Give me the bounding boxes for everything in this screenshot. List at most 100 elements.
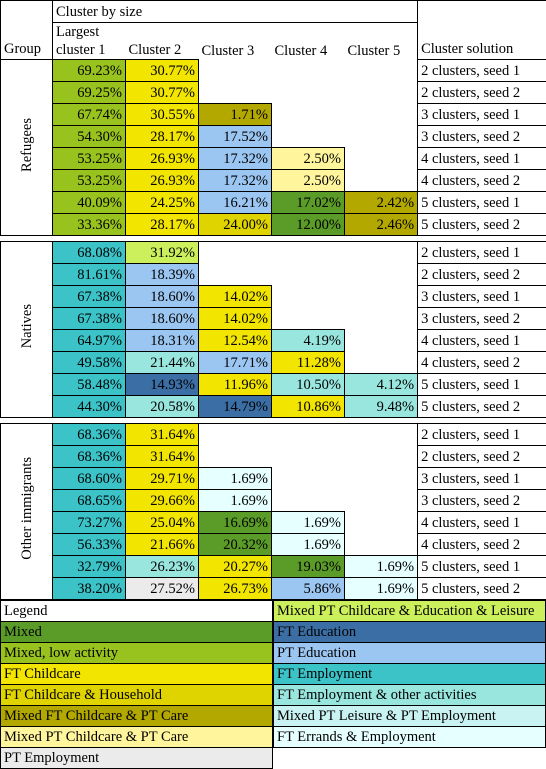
share-cell: 40.09%: [53, 192, 126, 214]
data-row: 68.60%29.71%1.69%3 clusters, seed 1: [1, 468, 546, 490]
solution-cell: 2 clusters, seed 2: [418, 446, 546, 468]
share-cell: 81.61%: [53, 264, 126, 286]
share-cell: 68.65%: [53, 490, 126, 512]
share-cell: 24.25%: [126, 192, 199, 214]
data-row: 53.25%26.93%17.32%2.50%4 clusters, seed …: [1, 148, 546, 170]
share-cell: 26.93%: [126, 148, 199, 170]
solution-cell: 5 clusters, seed 1: [418, 374, 546, 396]
solution-cell: 4 clusters, seed 2: [418, 534, 546, 556]
solution-cell: 4 clusters, seed 1: [418, 330, 546, 352]
solution-cell: 4 clusters, seed 1: [418, 148, 546, 170]
legend-item: Mixed: [0, 621, 273, 643]
share-cell: 10.50%: [272, 374, 345, 396]
share-cell: 67.74%: [53, 104, 126, 126]
data-row: 64.97%18.31%12.54%4.19%4 clusters, seed …: [1, 330, 546, 352]
legend-item: Mixed PT Childcare & Education & Leisure: [273, 600, 546, 622]
solution-cell: 4 clusters, seed 2: [418, 352, 546, 374]
data-row: 49.58%21.44%17.71%11.28%4 clusters, seed…: [1, 352, 546, 374]
share-cell: 18.60%: [126, 308, 199, 330]
data-row: 67.38%18.60%14.02%3 clusters, seed 1: [1, 286, 546, 308]
empty-cell: [345, 424, 418, 446]
data-row: 54.30%28.17%17.52%3 clusters, seed 2: [1, 126, 546, 148]
share-cell: 69.25%: [53, 82, 126, 104]
share-cell: 14.93%: [126, 374, 199, 396]
share-cell: 4.12%: [345, 374, 418, 396]
share-cell: 1.69%: [345, 578, 418, 600]
share-cell: 31.64%: [126, 424, 199, 446]
data-row: 81.61%18.39%2 clusters, seed 2: [1, 264, 546, 286]
share-cell: 67.38%: [53, 286, 126, 308]
cluster-table: Group Cluster by size Cluster solution L…: [0, 0, 546, 600]
empty-cell: [345, 82, 418, 104]
share-cell: 20.32%: [199, 534, 272, 556]
data-row: 68.36%31.64%2 clusters, seed 2: [1, 446, 546, 468]
empty-cell: [272, 126, 345, 148]
solution-cell: 4 clusters, seed 2: [418, 170, 546, 192]
share-cell: 12.00%: [272, 214, 345, 236]
share-cell: 32.79%: [53, 556, 126, 578]
share-cell: 14.02%: [199, 308, 272, 330]
data-row: 32.79%26.23%20.27%19.03%1.69%5 clusters,…: [1, 556, 546, 578]
empty-cell: [345, 148, 418, 170]
empty-cell: [272, 242, 345, 264]
share-cell: 54.30%: [53, 126, 126, 148]
share-cell: 26.73%: [199, 578, 272, 600]
solution-cell: 5 clusters, seed 1: [418, 192, 546, 214]
share-cell: 26.93%: [126, 170, 199, 192]
empty-cell: [345, 352, 418, 374]
share-cell: 29.71%: [126, 468, 199, 490]
share-cell: 26.23%: [126, 556, 199, 578]
empty-cell: [345, 170, 418, 192]
legend-item: Mixed FT Childcare & PT Care: [0, 705, 273, 727]
share-cell: 33.36%: [53, 214, 126, 236]
solution-cell: 5 clusters, seed 1: [418, 556, 546, 578]
share-cell: 2.50%: [272, 170, 345, 192]
solution-cell: 3 clusters, seed 2: [418, 490, 546, 512]
share-cell: 9.48%: [345, 396, 418, 418]
data-row: 67.74%30.55%1.71%3 clusters, seed 1: [1, 104, 546, 126]
share-cell: 4.19%: [272, 330, 345, 352]
share-cell: 14.02%: [199, 286, 272, 308]
share-cell: 17.71%: [199, 352, 272, 374]
share-cell: 17.32%: [199, 148, 272, 170]
share-cell: 2.42%: [345, 192, 418, 214]
legend-item: FT Employment & other activities: [273, 684, 546, 706]
empty-cell: [272, 286, 345, 308]
solution-cell: 3 clusters, seed 1: [418, 104, 546, 126]
share-cell: 10.86%: [272, 396, 345, 418]
empty-cell: [272, 60, 345, 82]
legend-item: FT Childcare & Household: [0, 684, 273, 706]
group-name: Refugees: [17, 118, 37, 172]
legend-item: PT Education: [273, 642, 546, 664]
group-name: Other immigrants: [17, 457, 37, 560]
legend-item: FT Childcare: [0, 663, 273, 685]
share-cell: 2.46%: [345, 214, 418, 236]
cluster-header: Cluster 3: [199, 23, 272, 60]
empty-cell: [345, 104, 418, 126]
solution-cell: 4 clusters, seed 1: [418, 512, 546, 534]
group-cell: Other immigrants: [1, 424, 53, 600]
share-cell: 1.69%: [345, 556, 418, 578]
share-cell: 21.44%: [126, 352, 199, 374]
share-cell: 16.21%: [199, 192, 272, 214]
empty-cell: [345, 330, 418, 352]
share-cell: 18.39%: [126, 264, 199, 286]
share-cell: 30.55%: [126, 104, 199, 126]
share-cell: 30.77%: [126, 82, 199, 104]
empty-cell: [272, 424, 345, 446]
share-cell: 17.02%: [272, 192, 345, 214]
empty-cell: [199, 446, 272, 468]
share-cell: 31.64%: [126, 446, 199, 468]
solution-header: Cluster solution: [418, 1, 546, 60]
legend-item: FT Education: [273, 621, 546, 643]
share-cell: 11.96%: [199, 374, 272, 396]
legend-item: Mixed, low activity: [0, 642, 273, 664]
share-cell: 64.97%: [53, 330, 126, 352]
share-cell: 68.36%: [53, 424, 126, 446]
share-cell: 20.58%: [126, 396, 199, 418]
data-row: 67.38%18.60%14.02%3 clusters, seed 2: [1, 308, 546, 330]
share-cell: 31.92%: [126, 242, 199, 264]
